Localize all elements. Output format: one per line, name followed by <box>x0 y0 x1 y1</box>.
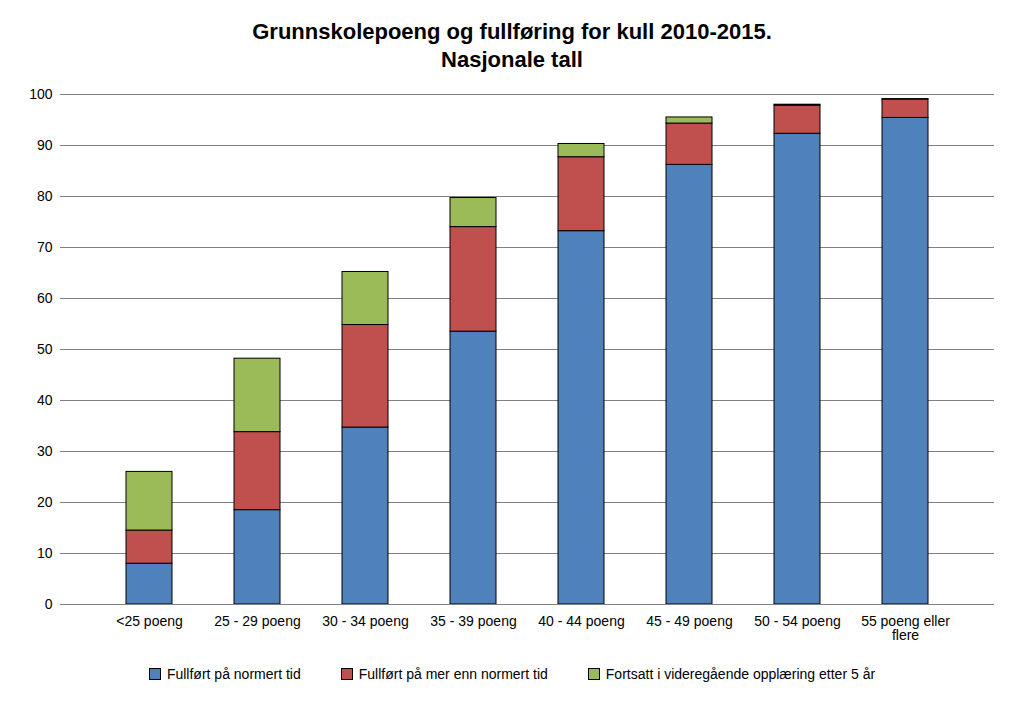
svg-text:90: 90 <box>37 137 53 153</box>
svg-text:60: 60 <box>37 290 53 306</box>
svg-text:0: 0 <box>45 596 53 612</box>
html-text:Fullført på mer enn normert ti: Fullført på mer enn normert tid <box>358 666 548 682</box>
svg-text:50 - 54 poeng: 50 - 54 poeng <box>754 613 840 629</box>
svg-text:35 - 39 poeng: 35 - 39 poeng <box>430 613 516 629</box>
svg-text:50: 50 <box>37 341 53 357</box>
svg-text:55 poeng ellerflere: 55 poeng ellerflere <box>861 613 950 643</box>
html-text:Fortsatt i videregående opplær: Fortsatt i videregående opplæring etter … <box>605 666 876 682</box>
svg-text:25 - 29 poeng: 25 - 29 poeng <box>214 613 300 629</box>
svg-text:100: 100 <box>29 86 53 102</box>
svg-text:40: 40 <box>37 392 53 408</box>
svg-text:30 - 34 poeng: 30 - 34 poeng <box>322 613 408 629</box>
svg-text:20: 20 <box>37 494 53 510</box>
html-text:Nasjonale tall: Nasjonale tall <box>441 47 583 72</box>
svg-text:70: 70 <box>37 239 53 255</box>
svg-text:40 - 44 poeng: 40 - 44 poeng <box>538 613 624 629</box>
html-text:Fullført på normert tid: Fullført på normert tid <box>166 666 301 682</box>
html-text:Grunnskolepoeng og fullføring: Grunnskolepoeng og fullføring for kull 2… <box>252 19 772 44</box>
svg-text:10: 10 <box>37 545 53 561</box>
svg-text:45 - 49 poeng: 45 - 49 poeng <box>646 613 732 629</box>
svg-text:30: 30 <box>37 443 53 459</box>
svg-text:<25 poeng: <25 poeng <box>116 613 183 629</box>
svg-text:80: 80 <box>37 188 53 204</box>
